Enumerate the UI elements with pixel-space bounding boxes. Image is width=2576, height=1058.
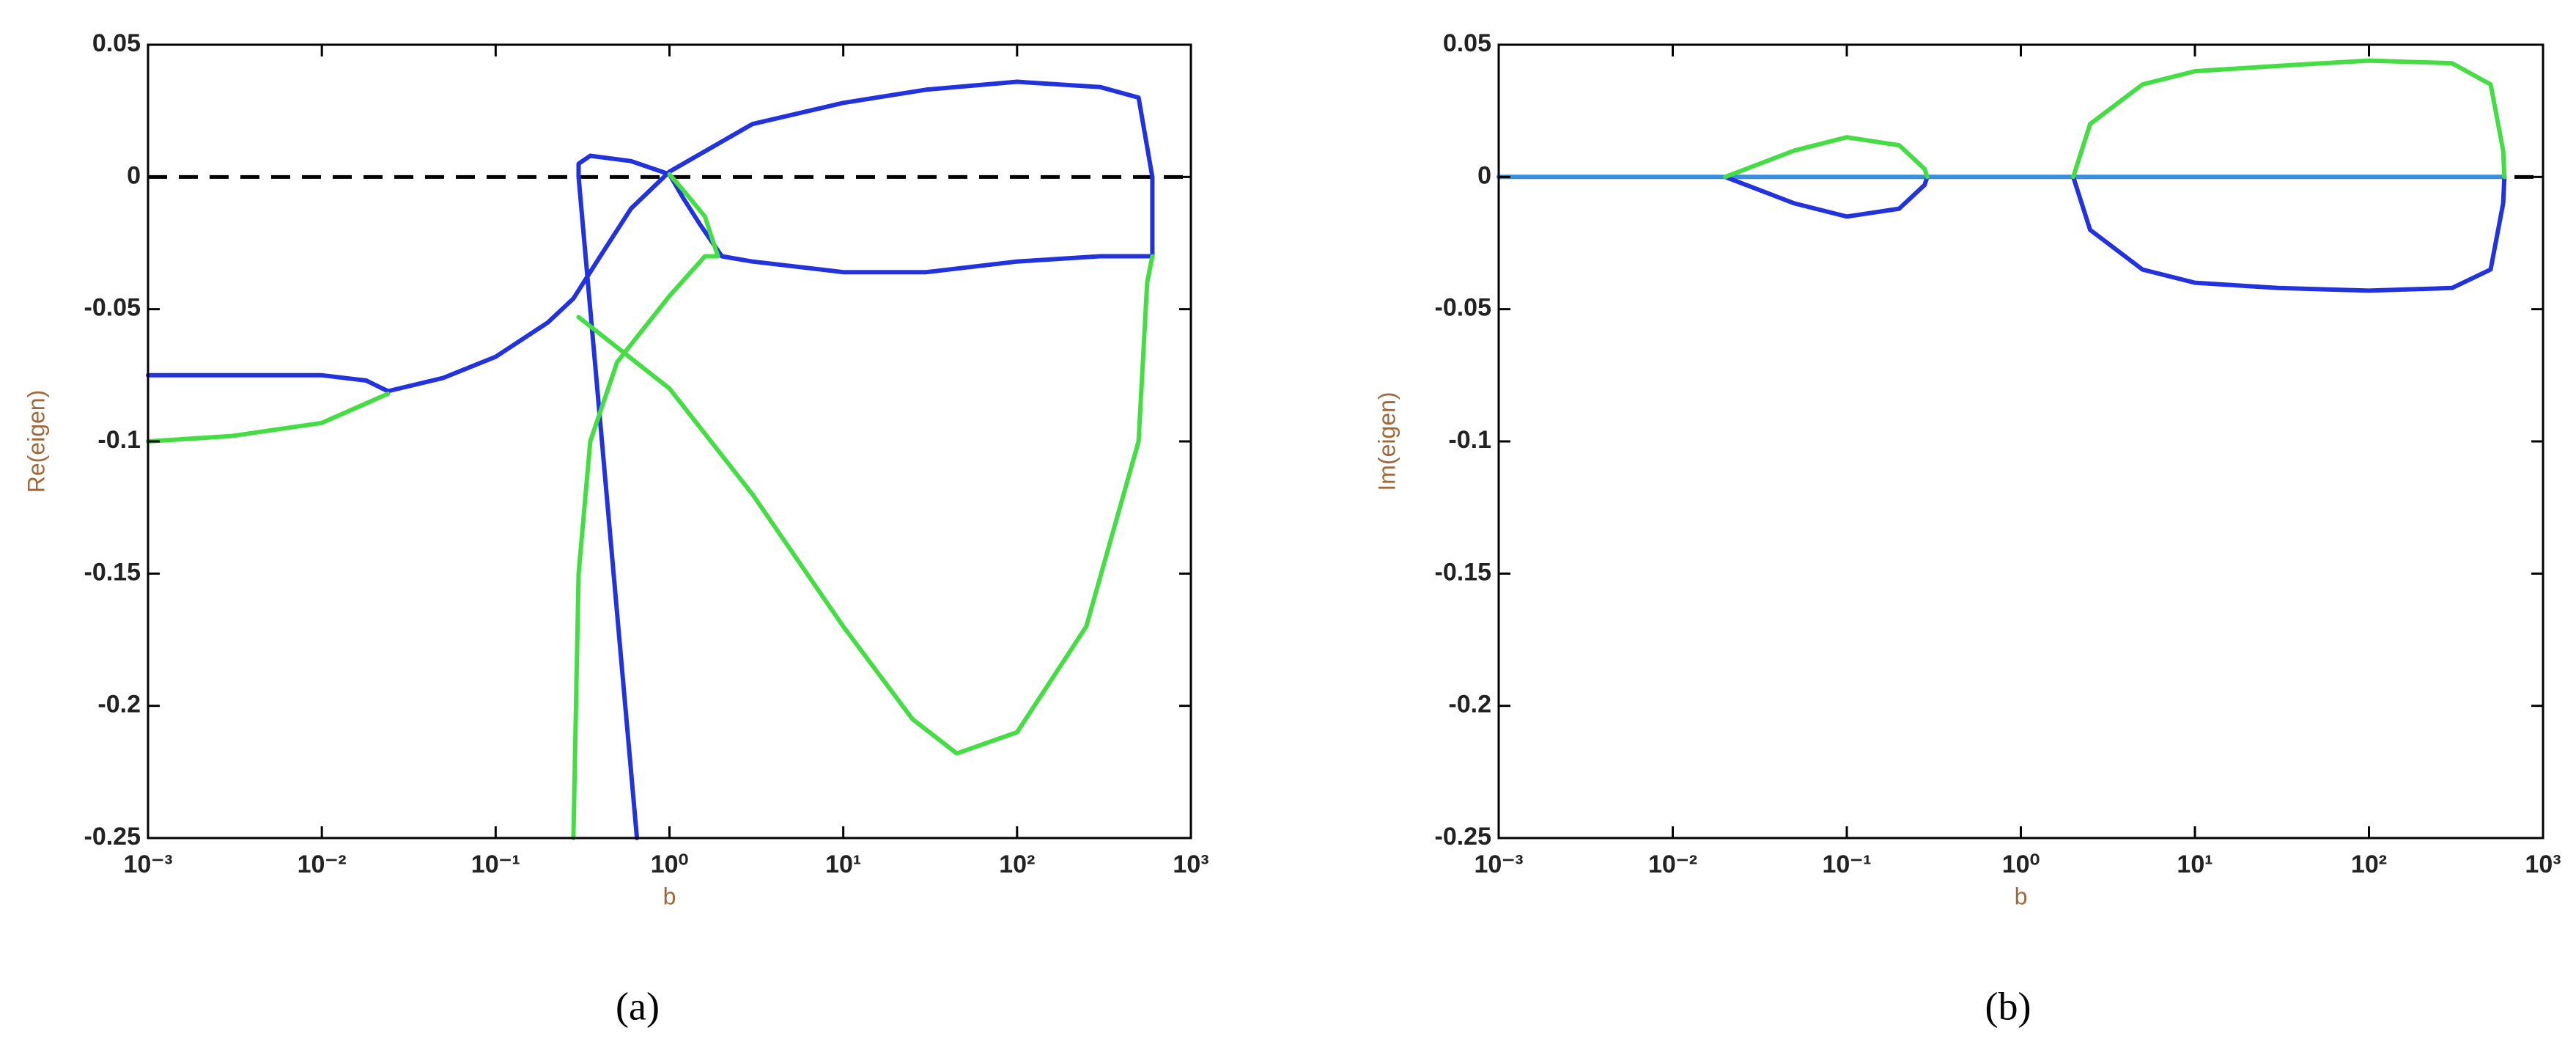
x-tick-label: 10⁻¹ (1822, 851, 1871, 878)
y-tick-label: -0.05 (84, 294, 141, 322)
y-tick-label: 0.05 (1443, 29, 1491, 57)
x-tick-label: 10¹ (2177, 851, 2213, 878)
y-axis-label: Re(eigen) (23, 390, 49, 493)
x-tick-label: 10² (999, 851, 1035, 878)
y-tick-label: 0 (1477, 161, 1491, 189)
x-tick-label: 10² (2351, 851, 2387, 878)
x-axis-label: b (2015, 883, 2028, 909)
x-tick-label: 10¹ (825, 851, 861, 878)
y-tick-label: -0.25 (84, 823, 141, 851)
y-tick-label: -0.2 (1448, 691, 1491, 719)
caption: (b) (1985, 984, 2031, 1028)
y-tick-label: 0 (127, 161, 141, 189)
y-tick-label: -0.15 (84, 558, 141, 586)
y-tick-label: -0.1 (97, 426, 141, 454)
x-axis-label: b (663, 883, 676, 909)
y-tick-label: -0.2 (97, 691, 141, 719)
x-tick-label: 10⁻³ (123, 851, 172, 878)
series-line (146, 172, 1155, 840)
x-tick-label: 10³ (1173, 851, 1208, 878)
y-tick-label: -0.05 (1435, 294, 1492, 322)
y-tick-label: -0.1 (1448, 426, 1491, 454)
x-tick-label: 10⁻¹ (471, 851, 520, 878)
y-tick-label: -0.25 (1435, 823, 1492, 851)
plot-frame (1497, 43, 2544, 840)
series-line (1723, 175, 2507, 293)
y-axis-label: Im(eigen) (1373, 392, 1400, 491)
x-tick-label: 10³ (2525, 851, 2561, 878)
caption: (a) (616, 984, 660, 1028)
y-tick-label: -0.15 (1435, 558, 1492, 586)
x-tick-label: 10⁻³ (1474, 851, 1523, 878)
y-tick-label: 0.05 (92, 29, 141, 57)
series-line (1723, 58, 2507, 180)
series-line (146, 79, 1155, 840)
x-tick-label: 10⁰ (2002, 851, 2040, 878)
x-tick-label: 10⁻² (298, 851, 347, 878)
x-tick-label: 10⁰ (651, 851, 688, 878)
plot-frame (147, 43, 1192, 840)
x-tick-label: 10⁻² (1648, 851, 1697, 878)
